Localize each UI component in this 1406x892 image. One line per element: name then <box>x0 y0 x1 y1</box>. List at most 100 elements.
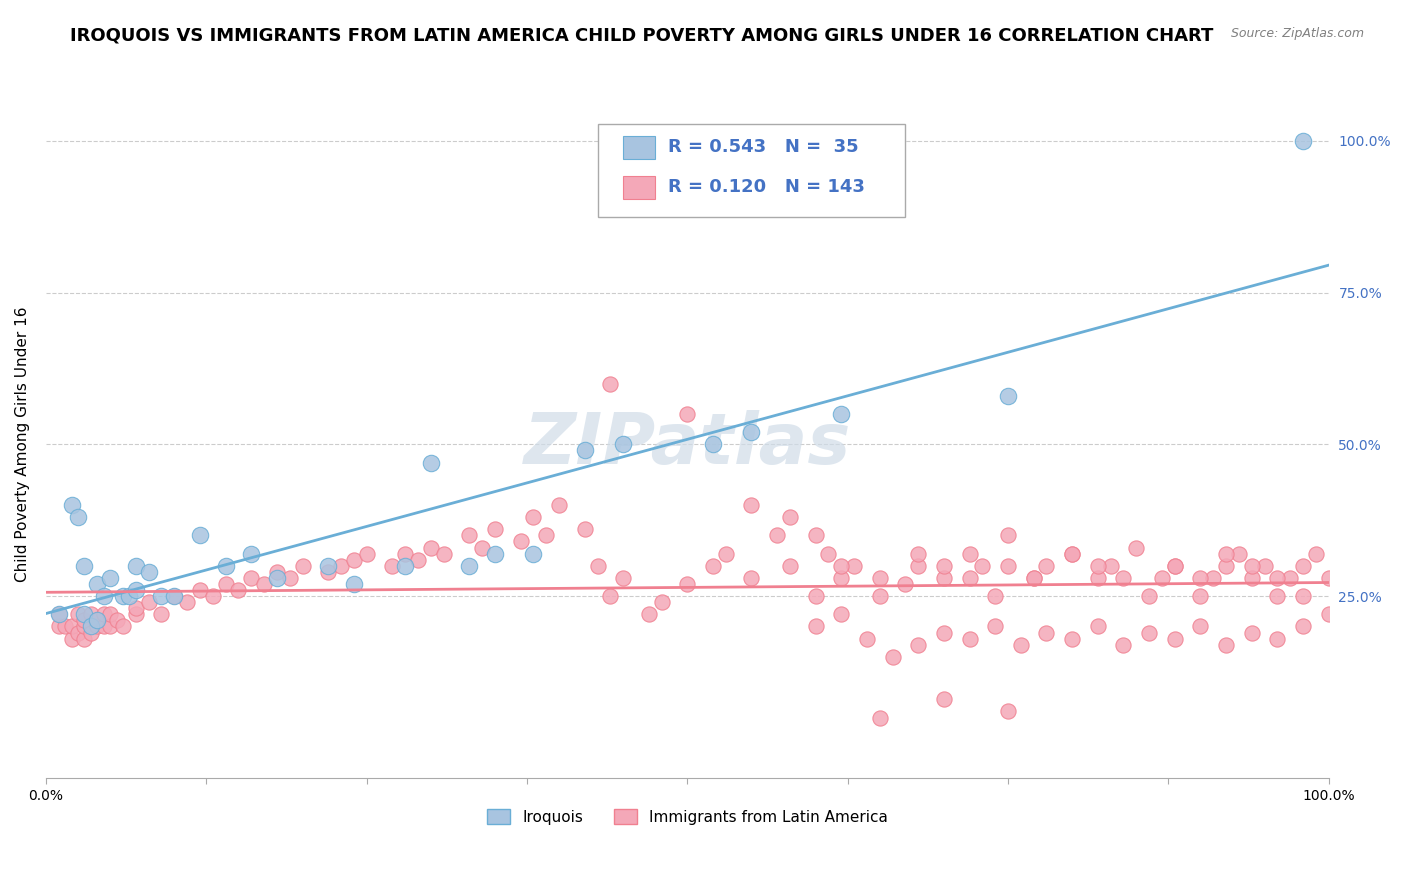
Point <box>1265 571 1288 585</box>
Point <box>458 558 481 573</box>
Point <box>266 571 288 585</box>
Point <box>869 571 891 585</box>
Point <box>214 558 236 573</box>
Point <box>779 558 801 573</box>
Point <box>1317 571 1340 585</box>
Point <box>98 571 121 585</box>
Point <box>67 510 90 524</box>
Point <box>509 534 531 549</box>
Point <box>830 607 852 622</box>
Point <box>1292 589 1315 603</box>
Point <box>240 571 263 585</box>
Point <box>1022 571 1045 585</box>
Point <box>253 577 276 591</box>
Point <box>599 589 621 603</box>
Point <box>522 510 544 524</box>
Point <box>574 522 596 536</box>
Point <box>1150 571 1173 585</box>
Point <box>356 547 378 561</box>
Point <box>228 582 250 597</box>
FancyBboxPatch shape <box>623 136 655 159</box>
Point <box>522 547 544 561</box>
Point <box>1253 558 1275 573</box>
Point <box>869 710 891 724</box>
Point <box>330 558 353 573</box>
Point <box>188 582 211 597</box>
Point <box>1189 589 1212 603</box>
Point <box>1125 541 1147 555</box>
Point <box>972 558 994 573</box>
Point <box>1112 571 1135 585</box>
Point <box>80 607 103 622</box>
Point <box>201 589 224 603</box>
Point <box>80 619 103 633</box>
Point <box>599 376 621 391</box>
Point <box>1062 547 1084 561</box>
Point <box>1022 571 1045 585</box>
Point <box>702 558 724 573</box>
Point <box>804 528 827 542</box>
Point <box>343 577 366 591</box>
Point <box>176 595 198 609</box>
Point <box>1215 558 1237 573</box>
Point <box>484 547 506 561</box>
Point <box>907 638 929 652</box>
Point <box>637 607 659 622</box>
Point <box>612 437 634 451</box>
Point <box>1087 558 1109 573</box>
Point <box>60 632 83 646</box>
Point <box>48 607 70 622</box>
Point <box>932 571 955 585</box>
Point <box>53 619 76 633</box>
Point <box>67 607 90 622</box>
Point <box>93 619 115 633</box>
Point <box>150 607 173 622</box>
Point <box>548 498 571 512</box>
Point <box>676 577 699 591</box>
Point <box>612 571 634 585</box>
Text: ZIPatlas: ZIPatlas <box>523 409 851 479</box>
Point <box>1099 558 1122 573</box>
Point <box>1164 558 1187 573</box>
Point <box>1062 632 1084 646</box>
Point <box>433 547 456 561</box>
Point <box>1062 547 1084 561</box>
Point <box>932 558 955 573</box>
Point <box>1292 558 1315 573</box>
Point <box>316 558 339 573</box>
Y-axis label: Child Poverty Among Girls Under 16: Child Poverty Among Girls Under 16 <box>15 307 30 582</box>
Point <box>856 632 879 646</box>
Point <box>907 558 929 573</box>
Point <box>1035 625 1057 640</box>
FancyBboxPatch shape <box>598 124 905 218</box>
Point <box>73 558 96 573</box>
Point <box>1164 558 1187 573</box>
Point <box>984 589 1007 603</box>
Text: R = 0.120   N = 143: R = 0.120 N = 143 <box>668 178 865 196</box>
Point <box>1215 547 1237 561</box>
Point <box>586 558 609 573</box>
Point <box>804 619 827 633</box>
Point <box>830 558 852 573</box>
Point <box>842 558 865 573</box>
Legend: Iroquois, Immigrants from Latin America: Iroquois, Immigrants from Latin America <box>481 803 894 830</box>
Point <box>574 443 596 458</box>
Point <box>702 437 724 451</box>
Point <box>817 547 839 561</box>
Point <box>93 607 115 622</box>
Point <box>1035 558 1057 573</box>
Point <box>125 601 148 615</box>
Point <box>188 528 211 542</box>
Point <box>86 613 108 627</box>
Point <box>907 547 929 561</box>
Point <box>118 589 141 603</box>
Point <box>406 552 429 566</box>
Point <box>1137 589 1160 603</box>
Point <box>125 607 148 622</box>
Point <box>830 571 852 585</box>
Point <box>1227 547 1250 561</box>
Point <box>73 607 96 622</box>
Point <box>458 528 481 542</box>
Point <box>1202 571 1225 585</box>
Point <box>932 692 955 706</box>
